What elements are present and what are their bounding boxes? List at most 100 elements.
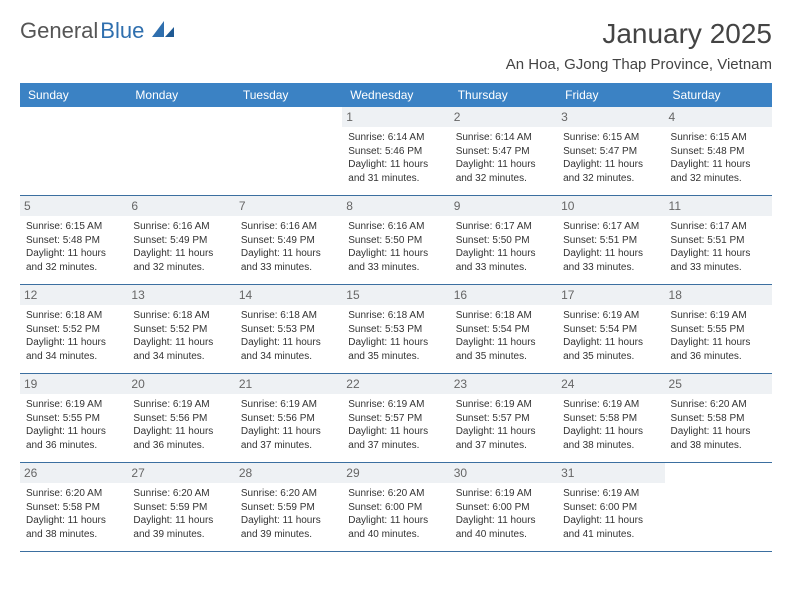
- day-number: 15: [342, 285, 449, 305]
- weekday-header: Sunday: [20, 83, 127, 107]
- day-number: 13: [127, 285, 234, 305]
- sunset-line: Sunset: 5:58 PM: [26, 501, 121, 515]
- day-number: 7: [235, 196, 342, 216]
- day-number: 8: [342, 196, 449, 216]
- sunset-line: Sunset: 5:56 PM: [241, 412, 336, 426]
- day-cell: 9 Sunrise: 6:17 AMSunset: 5:50 PMDaylight…: [450, 196, 557, 284]
- daylight-line: Daylight: 11 hours and 33 minutes.: [241, 247, 336, 274]
- sunrise-line: Sunrise: 6:18 AM: [456, 309, 551, 323]
- sun-info: Sunrise: 6:15 AMSunset: 5:48 PMDaylight:…: [26, 220, 121, 274]
- title-block: January 2025 An Hoa, GJong Thap Province…: [506, 18, 772, 73]
- day-cell: 26 Sunrise: 6:20 AMSunset: 5:58 PMDayligh…: [20, 463, 127, 551]
- weeks-container: 1Sunrise: 6:14 AMSunset: 5:46 PMDaylight…: [20, 107, 772, 552]
- day-cell: 3Sunrise: 6:15 AMSunset: 5:47 PMDaylight…: [557, 107, 664, 195]
- sun-info: Sunrise: 6:17 AMSunset: 5:51 PMDaylight:…: [563, 220, 658, 274]
- day-number: 28: [235, 463, 342, 483]
- sunrise-line: Sunrise: 6:16 AM: [133, 220, 228, 234]
- location-label: An Hoa, GJong Thap Province, Vietnam: [506, 56, 772, 73]
- sunrise-line: Sunrise: 6:19 AM: [456, 398, 551, 412]
- sunrise-line: Sunrise: 6:20 AM: [241, 487, 336, 501]
- sun-info: Sunrise: 6:19 AMSunset: 5:55 PMDaylight:…: [26, 398, 121, 452]
- day-cell: 27 Sunrise: 6:20 AMSunset: 5:59 PMDayligh…: [127, 463, 234, 551]
- sun-info: Sunrise: 6:20 AMSunset: 5:58 PMDaylight:…: [26, 487, 121, 541]
- sun-info: Sunrise: 6:16 AMSunset: 5:50 PMDaylight:…: [348, 220, 443, 274]
- day-cell: 6Sunrise: 6:16 AMSunset: 5:49 PMDaylight…: [127, 196, 234, 284]
- sunrise-line: Sunrise: 6:19 AM: [563, 398, 658, 412]
- sunrise-line: Sunrise: 6:20 AM: [26, 487, 121, 501]
- day-number: 9: [450, 196, 557, 216]
- day-number: 10: [557, 196, 664, 216]
- day-number: 26: [20, 463, 127, 483]
- week-row: 26Sunrise: 6:20 AMSunset: 5:58 PMDayligh…: [20, 463, 772, 552]
- sunrise-line: Sunrise: 6:16 AM: [241, 220, 336, 234]
- sunrise-line: Sunrise: 6:18 AM: [26, 309, 121, 323]
- week-row: 19Sunrise: 6:19 AMSunset: 5:55 PMDayligh…: [20, 374, 772, 463]
- day-number: 18: [665, 285, 772, 305]
- sun-info: Sunrise: 6:19 AMSunset: 5:57 PMDaylight:…: [456, 398, 551, 452]
- sunset-line: Sunset: 5:49 PM: [133, 234, 228, 248]
- day-cell: 12Sunrise: 6:18 AMSunset: 5:52 PMDayligh…: [20, 285, 127, 373]
- sunrise-line: Sunrise: 6:20 AM: [133, 487, 228, 501]
- sunset-line: Sunset: 5:50 PM: [456, 234, 551, 248]
- sun-info: Sunrise: 6:18 AMSunset: 5:54 PMDaylight:…: [456, 309, 551, 363]
- day-cell: [235, 107, 342, 195]
- daylight-line: Daylight: 11 hours and 33 minutes.: [671, 247, 766, 274]
- day-cell: 20Sunrise: 6:19 AMSunset: 5:56 PMDayligh…: [127, 374, 234, 462]
- sunset-line: Sunset: 5:55 PM: [671, 323, 766, 337]
- sunset-line: Sunset: 5:54 PM: [563, 323, 658, 337]
- sunset-line: Sunset: 5:52 PM: [26, 323, 121, 337]
- daylight-line: Daylight: 11 hours and 39 minutes.: [241, 514, 336, 541]
- sun-info: Sunrise: 6:18 AMSunset: 5:53 PMDaylight:…: [348, 309, 443, 363]
- sunset-line: Sunset: 6:00 PM: [563, 501, 658, 515]
- sun-info: Sunrise: 6:17 AMSunset: 5:50 PMDaylight:…: [456, 220, 551, 274]
- sunset-line: Sunset: 5:59 PM: [241, 501, 336, 515]
- sun-info: Sunrise: 6:19 AMSunset: 5:56 PMDaylight:…: [241, 398, 336, 452]
- sun-info: Sunrise: 6:19 AMSunset: 6:00 PMDaylight:…: [563, 487, 658, 541]
- sun-info: Sunrise: 6:20 AMSunset: 5:59 PMDaylight:…: [133, 487, 228, 541]
- sun-info: Sunrise: 6:16 AMSunset: 5:49 PMDaylight:…: [241, 220, 336, 274]
- daylight-line: Daylight: 11 hours and 35 minutes.: [563, 336, 658, 363]
- sunset-line: Sunset: 5:58 PM: [563, 412, 658, 426]
- day-number: 2: [450, 107, 557, 127]
- day-number: 30: [450, 463, 557, 483]
- sunrise-line: Sunrise: 6:19 AM: [456, 487, 551, 501]
- sunrise-line: Sunrise: 6:17 AM: [671, 220, 766, 234]
- sunset-line: Sunset: 5:54 PM: [456, 323, 551, 337]
- sunrise-line: Sunrise: 6:18 AM: [348, 309, 443, 323]
- daylight-line: Daylight: 11 hours and 31 minutes.: [348, 158, 443, 185]
- daylight-line: Daylight: 11 hours and 38 minutes.: [26, 514, 121, 541]
- sunset-line: Sunset: 6:00 PM: [456, 501, 551, 515]
- day-cell: 16Sunrise: 6:18 AMSunset: 5:54 PMDayligh…: [450, 285, 557, 373]
- daylight-line: Daylight: 11 hours and 32 minutes.: [456, 158, 551, 185]
- sun-info: Sunrise: 6:20 AMSunset: 5:58 PMDaylight:…: [671, 398, 766, 452]
- daylight-line: Daylight: 11 hours and 41 minutes.: [563, 514, 658, 541]
- weekday-header: Wednesday: [342, 83, 449, 107]
- day-number: 27: [127, 463, 234, 483]
- daylight-line: Daylight: 11 hours and 37 minutes.: [348, 425, 443, 452]
- sun-info: Sunrise: 6:19 AMSunset: 5:56 PMDaylight:…: [133, 398, 228, 452]
- sunset-line: Sunset: 5:48 PM: [671, 145, 766, 159]
- day-cell: 23Sunrise: 6:19 AMSunset: 5:57 PMDayligh…: [450, 374, 557, 462]
- sunset-line: Sunset: 5:58 PM: [671, 412, 766, 426]
- sun-info: Sunrise: 6:15 AMSunset: 5:47 PMDaylight:…: [563, 131, 658, 185]
- weekday-header-row: SundayMondayTuesdayWednesdayThursdayFrid…: [20, 83, 772, 107]
- sunset-line: Sunset: 5:47 PM: [456, 145, 551, 159]
- daylight-line: Daylight: 11 hours and 34 minutes.: [133, 336, 228, 363]
- sunrise-line: Sunrise: 6:19 AM: [26, 398, 121, 412]
- sunset-line: Sunset: 6:00 PM: [348, 501, 443, 515]
- header: GeneralBlue January 2025 An Hoa, GJong T…: [20, 18, 772, 73]
- sun-info: Sunrise: 6:18 AMSunset: 5:53 PMDaylight:…: [241, 309, 336, 363]
- sunrise-line: Sunrise: 6:16 AM: [348, 220, 443, 234]
- week-row: 1Sunrise: 6:14 AMSunset: 5:46 PMDaylight…: [20, 107, 772, 196]
- sun-info: Sunrise: 6:15 AMSunset: 5:48 PMDaylight:…: [671, 131, 766, 185]
- day-cell: 24Sunrise: 6:19 AMSunset: 5:58 PMDayligh…: [557, 374, 664, 462]
- weekday-header: Saturday: [665, 83, 772, 107]
- week-row: 5Sunrise: 6:15 AMSunset: 5:48 PMDaylight…: [20, 196, 772, 285]
- weekday-header: Friday: [557, 83, 664, 107]
- sun-info: Sunrise: 6:19 AMSunset: 5:58 PMDaylight:…: [563, 398, 658, 452]
- sunrise-line: Sunrise: 6:15 AM: [671, 131, 766, 145]
- daylight-line: Daylight: 11 hours and 38 minutes.: [671, 425, 766, 452]
- day-cell: [127, 107, 234, 195]
- daylight-line: Daylight: 11 hours and 35 minutes.: [456, 336, 551, 363]
- sunrise-line: Sunrise: 6:19 AM: [563, 487, 658, 501]
